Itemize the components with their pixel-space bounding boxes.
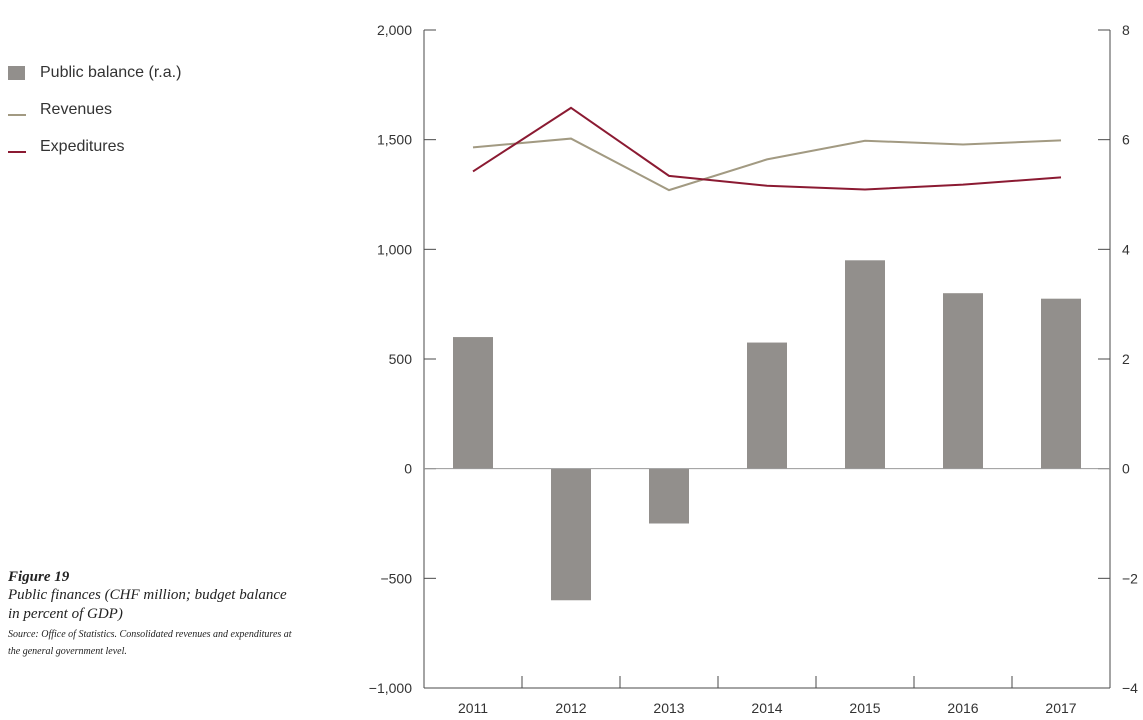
left-axis-tick-label: 1,500 [377, 132, 412, 148]
right-axis-tick-label: −4 [1122, 680, 1138, 696]
right-axis-tick-label: 8 [1122, 22, 1130, 38]
x-axis-tick-label: 2014 [751, 700, 782, 716]
x-axis-tick-label: 2012 [555, 700, 586, 716]
x-axis-tick-label: 2011 [458, 700, 488, 716]
bar-public-balance [943, 293, 983, 469]
x-axis-tick-label: 2017 [1045, 700, 1076, 716]
bar-public-balance [649, 468, 689, 524]
legend-label-public-balance: Public balance (r.a.) [40, 63, 182, 81]
figure-title: Public finances (CHF million; budget bal… [8, 587, 287, 622]
bar-public-balance [747, 342, 787, 469]
x-axis-tick-label: 2013 [653, 700, 684, 716]
bar-public-balance [1041, 298, 1081, 469]
legend-swatch-revenues [8, 113, 26, 116]
legend-item-expeditures: Expeditures [8, 128, 181, 165]
line-revenues [472, 137, 1062, 192]
x-axis-tick-label: 2016 [947, 700, 978, 716]
legend: Public balance (r.a.) Revenues Expeditur… [8, 54, 181, 165]
line-expeditures [472, 106, 1062, 191]
figure-source: Source: Office of Statistics. Consolidat… [8, 629, 292, 657]
figure-caption: Figure 19 Public finances (CHF million; … [8, 568, 298, 660]
bar-public-balance [845, 260, 885, 469]
legend-swatch-expeditures [8, 150, 26, 153]
right-axis-tick-label: −2 [1122, 570, 1138, 586]
right-axis-tick-label: 6 [1122, 132, 1130, 148]
x-axis-tick-label: 2015 [849, 700, 880, 716]
legend-item-public-balance: Public balance (r.a.) [8, 54, 181, 91]
figure-number: Figure 19 [8, 569, 70, 585]
left-axis-tick-label: 0 [404, 461, 412, 477]
legend-label-revenues: Revenues [40, 100, 113, 118]
right-axis-tick-label: 0 [1122, 461, 1130, 477]
left-axis-tick-label: 500 [389, 351, 413, 367]
left-axis-tick-label: 2,000 [377, 22, 412, 38]
left-axis-tick-label: −500 [380, 570, 412, 586]
right-axis-tick-label: 4 [1122, 241, 1130, 257]
left-axis-tick-label: −1,000 [369, 680, 412, 696]
legend-label-expeditures: Expeditures [40, 137, 125, 155]
legend-swatch-public-balance [8, 65, 25, 80]
right-axis-tick-label: 2 [1122, 351, 1130, 367]
legend-item-revenues: Revenues [8, 91, 181, 128]
bar-public-balance [453, 337, 493, 469]
bar-public-balance [551, 468, 591, 601]
left-axis-tick-label: 1,000 [377, 241, 412, 257]
